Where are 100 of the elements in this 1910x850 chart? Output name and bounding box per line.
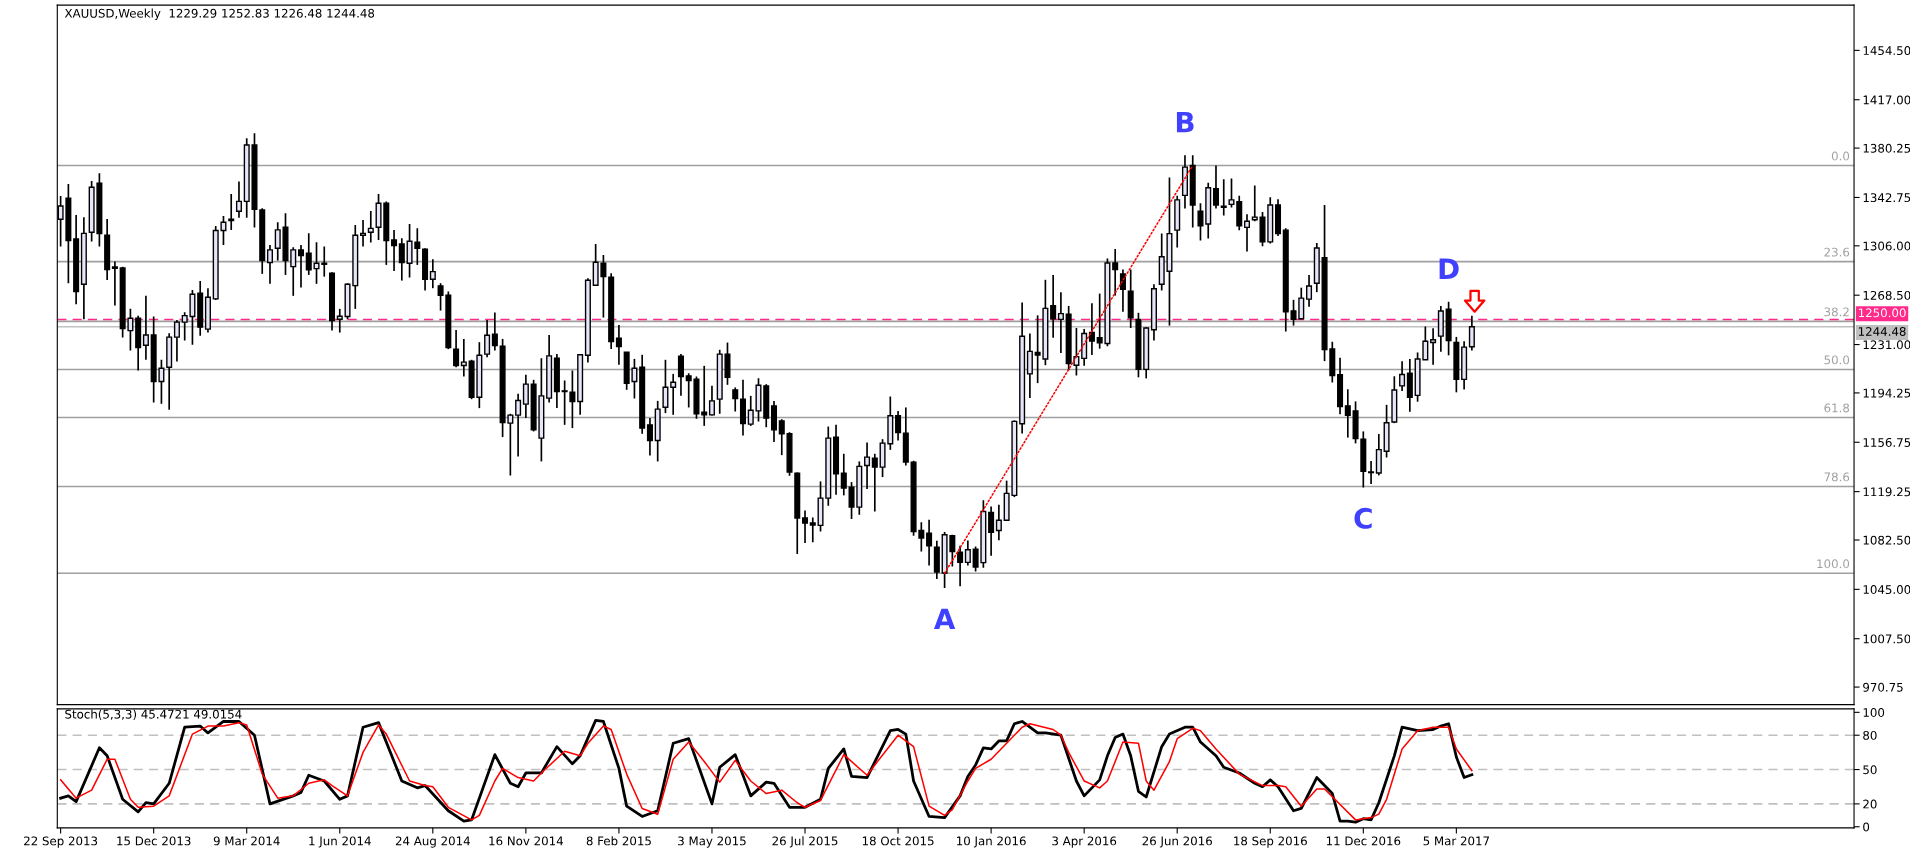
y-tick-label: 970.75: [1863, 682, 1903, 692]
candlestick: [360, 219, 367, 248]
x-tick-label: 8 Feb 2015: [586, 836, 651, 846]
candlestick: [1197, 202, 1204, 242]
candlestick: [1220, 178, 1227, 217]
x-tick-label: 5 Mar 2017: [1423, 836, 1490, 846]
candlestick: [460, 338, 467, 378]
candlestick: [1375, 433, 1382, 477]
y-tick-label: 1194.25: [1863, 388, 1910, 398]
y-tick-label: 1082.50: [1863, 535, 1910, 545]
candlestick: [1243, 213, 1251, 253]
candlestick: [995, 503, 1002, 541]
annotation: 50.0: [1824, 355, 1850, 365]
y-tick-label: 1306.00: [1863, 241, 1910, 251]
annotation: 78.6: [1824, 472, 1850, 482]
y-tick-label: 1231.00: [1863, 340, 1910, 350]
candlestick: [297, 244, 305, 289]
candlestick: [801, 509, 809, 544]
x-tick-label: 22 Sep 2013: [24, 836, 98, 848]
candlestick: [1057, 291, 1064, 354]
candlestick: [453, 329, 460, 369]
y-tick-label: 20: [1863, 799, 1877, 809]
y-tick-label: 80: [1863, 730, 1877, 740]
candlestick: [615, 324, 622, 366]
y-tick-label: 100: [1863, 708, 1885, 717]
candlestick: [336, 308, 343, 334]
annotation: 100.0: [1817, 559, 1850, 569]
candlestick: [701, 365, 708, 427]
candlestick: [1050, 274, 1057, 339]
candlestick: [895, 410, 902, 442]
x-tick-label: 18 Oct 2015: [862, 836, 934, 846]
candlestick: [1468, 314, 1475, 352]
candlestick: [646, 417, 653, 457]
candlestick: [111, 260, 118, 307]
y-tick-label: 1417.00: [1863, 95, 1910, 105]
candlestick: [1212, 164, 1220, 210]
candlestick: [173, 319, 180, 363]
candlestick: [266, 244, 274, 285]
x-tick-label: 3 May 2015: [678, 836, 746, 848]
y-tick-label: 1156.75: [1863, 437, 1910, 447]
y-tick-label: 0: [1863, 822, 1870, 832]
y-tick-label: 1342.75: [1863, 193, 1910, 203]
x-tick-label: 9 Mar 2014: [213, 836, 280, 846]
x-tick-label: 15 Dec 2013: [117, 836, 191, 846]
annotation: 61.8: [1824, 403, 1850, 413]
candlestick: [840, 452, 847, 497]
candlestick: [1368, 460, 1375, 485]
candlestick: [391, 229, 398, 272]
x-tick-label: 26 Jul 2015: [772, 836, 838, 848]
ref-line-label: 1244.48: [1858, 327, 1906, 336]
annotation: C: [1354, 507, 1372, 529]
y-tick-label: 50: [1863, 765, 1877, 775]
y-tick-label: 1119.25: [1863, 487, 1910, 497]
x-tick-label: 24 Aug 2014: [395, 836, 470, 848]
candlestick: [926, 518, 933, 567]
candlestick: [491, 311, 498, 352]
x-tick-label: 18 Sep 2016: [1234, 836, 1307, 848]
x-tick-label: 11 Dec 2016: [1326, 836, 1401, 846]
annotation: D: [1439, 258, 1459, 279]
x-tick-label: 10 Jan 2016: [957, 836, 1026, 848]
annotation: A: [933, 608, 956, 630]
candlestick: [1026, 332, 1033, 399]
candlestick: [429, 258, 436, 290]
x-tick-label: 16 Nov 2014: [489, 836, 564, 846]
annotation: 23.6: [1824, 247, 1850, 257]
candlestick: [1112, 248, 1119, 297]
candlestick: [871, 452, 878, 513]
candlestick: [1119, 268, 1126, 313]
ref-line-label: 1250.00: [1858, 308, 1906, 318]
chart-title: XAUUSD,Weekly 1229.29 1252.83 1226.48 1244.48: [64, 8, 375, 21]
candlestick: [522, 373, 529, 419]
candlestick: [1399, 360, 1406, 392]
candlestick: [1088, 302, 1095, 356]
candlestick: [515, 392, 522, 458]
candlestick: [1344, 388, 1351, 439]
candlestick: [662, 358, 669, 414]
candlestick: [708, 385, 715, 417]
x-tick-label: 1 Jun 2014: [309, 836, 371, 848]
y-tick-label: 1045.00: [1863, 585, 1910, 595]
candlestick: [142, 295, 149, 361]
x-tick-label: 3 Apr 2016: [1052, 836, 1117, 848]
y-tick-label: 1007.50: [1863, 634, 1910, 644]
candlestick: [957, 544, 964, 588]
candlestick: [398, 237, 405, 282]
candlestick: [988, 505, 995, 557]
chart-title: Stoch(5,3,3) 45.4721 49.0154: [65, 709, 242, 721]
x-tick-label: 26 Jun 2016: [1142, 836, 1212, 848]
y-tick-label: 1454.50: [1863, 46, 1910, 56]
y-tick-label: 1268.50: [1863, 290, 1910, 300]
candlestick: [670, 373, 677, 416]
annotation: 38.2: [1824, 307, 1849, 317]
candlestick: [1306, 274, 1313, 308]
candlestick: [732, 386, 739, 413]
candlestick: [484, 319, 491, 359]
candlestick: [770, 400, 778, 443]
y-tick-label: 1380.25: [1863, 143, 1910, 153]
candlestick: [809, 516, 816, 544]
annotation: 0.0: [1831, 151, 1850, 161]
candlestick: [964, 539, 971, 567]
candlestick: [235, 180, 242, 219]
